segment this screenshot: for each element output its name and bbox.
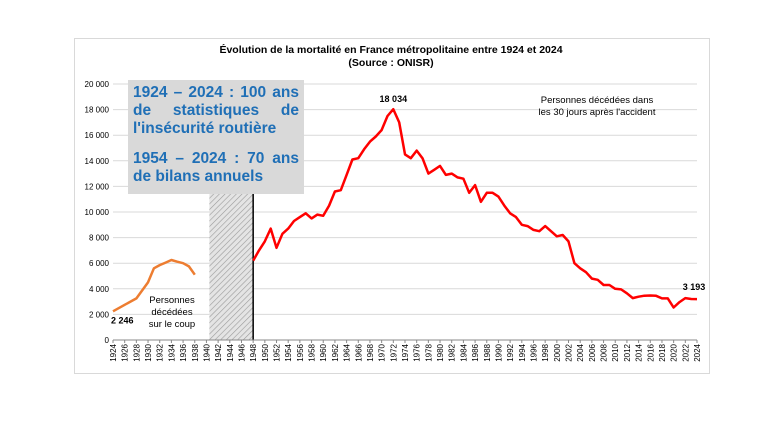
x-tick-label: 1938 <box>191 343 200 361</box>
x-tick-label: 1988 <box>483 343 492 361</box>
y-tick-label: 6 000 <box>89 259 110 268</box>
x-tick-label: 1948 <box>249 343 258 361</box>
x-tick-label: 1936 <box>179 343 188 361</box>
x-tick-label: 1992 <box>506 343 515 361</box>
series-label-sur-le-coup: décédées <box>151 307 192 318</box>
series-line-30-jours <box>252 107 698 309</box>
chart-title-block: Évolution de la mortalité en France métr… <box>74 44 708 70</box>
callout-box: 1924 – 2024 : 100 ans de statistiques de… <box>128 80 304 194</box>
y-tick-label: 8 000 <box>89 234 110 243</box>
x-tick-label: 1968 <box>366 343 375 361</box>
y-tick-label: 20 000 <box>85 80 110 89</box>
series-label-30-jours: les 30 jours après l'accident <box>539 107 656 118</box>
x-tick-label: 2022 <box>681 343 690 361</box>
x-tick-label: 1944 <box>226 343 235 361</box>
x-tick-label: 2014 <box>635 343 644 361</box>
data-label: 2 246 <box>111 315 134 325</box>
x-tick-label: 2020 <box>670 343 679 361</box>
x-tick-label: 1966 <box>354 343 363 361</box>
y-tick-label: 4 000 <box>89 285 110 294</box>
x-tick-label: 1962 <box>331 343 340 361</box>
callout-line-2: 1954 – 2024 : 70 ans de bilans annuels <box>133 150 299 185</box>
x-tick-label: 1924 <box>109 343 118 361</box>
x-tick-label: 1994 <box>518 343 527 361</box>
x-tick-label: 1932 <box>156 343 165 361</box>
x-tick-label: 2006 <box>588 343 597 361</box>
x-tick-label: 2024 <box>693 343 702 361</box>
x-tick-label: 1940 <box>202 343 211 361</box>
x-tick-label: 1952 <box>273 343 282 361</box>
series-label-sur-le-coup: sur le coup <box>149 319 195 330</box>
x-tick-label: 1934 <box>167 343 176 361</box>
x-tick-label: 1958 <box>308 343 317 361</box>
x-tick-label: 2016 <box>646 343 655 361</box>
x-tick-label: 2000 <box>553 343 562 361</box>
y-tick-label: 18 000 <box>85 106 110 115</box>
x-tick-label: 1964 <box>343 343 352 361</box>
x-tick-label: 1982 <box>448 343 457 361</box>
y-tick-label: 10 000 <box>85 208 110 217</box>
x-tick-label: 1986 <box>471 343 480 361</box>
x-tick-label: 1928 <box>132 343 141 361</box>
y-tick-label: 12 000 <box>85 182 110 191</box>
series-line-sur-le-coup <box>112 258 196 313</box>
series-label-sur-le-coup: Personnes <box>149 295 195 306</box>
x-tick-label: 1946 <box>237 343 246 361</box>
x-tick-label: 1956 <box>296 343 305 361</box>
x-tick-label: 1984 <box>459 343 468 361</box>
series-label-30-jours: Personnes décédées dans <box>541 95 654 106</box>
x-tick-label: 1980 <box>436 343 445 361</box>
callout-line-1: 1924 – 2024 : 100 ans de statistiques de… <box>133 84 299 137</box>
x-tick-label: 1954 <box>284 343 293 361</box>
x-tick-label: 1996 <box>529 343 538 361</box>
x-tick-label: 1990 <box>494 343 503 361</box>
x-tick-label: 2010 <box>611 343 620 361</box>
x-tick-label: 1976 <box>413 343 422 361</box>
x-tick-label: 1970 <box>378 343 387 361</box>
y-tick-label: 14 000 <box>85 157 110 166</box>
x-tick-label: 2004 <box>576 343 585 361</box>
x-tick-label: 1978 <box>424 343 433 361</box>
x-tick-label: 1930 <box>144 343 153 361</box>
x-tick-label: 2008 <box>600 343 609 361</box>
data-label: 18 034 <box>380 94 408 104</box>
y-tick-label: 2 000 <box>89 310 110 319</box>
x-tick-label: 1926 <box>121 343 130 361</box>
x-tick-label: 1998 <box>541 343 550 361</box>
x-tick-label: 1942 <box>214 343 223 361</box>
data-label: 3 193 <box>683 282 706 292</box>
x-tick-label: 1950 <box>261 343 270 361</box>
y-tick-label: 16 000 <box>85 131 110 140</box>
chart-subtitle: (Source : ONISR) <box>348 57 434 69</box>
x-tick-label: 2018 <box>658 343 667 361</box>
y-tick-label: 0 <box>105 336 110 345</box>
x-tick-label: 1972 <box>389 343 398 361</box>
x-tick-label: 2012 <box>623 343 632 361</box>
x-tick-label: 1974 <box>401 343 410 361</box>
chart-title: Évolution de la mortalité en France métr… <box>219 44 563 56</box>
x-tick-label: 1960 <box>319 343 328 361</box>
x-tick-label: 2002 <box>565 343 574 361</box>
